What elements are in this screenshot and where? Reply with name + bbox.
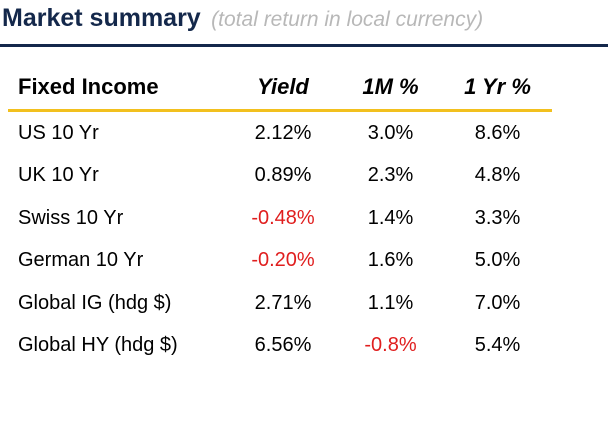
one-year-cell: 5.4%: [474, 334, 521, 357]
market-summary-table: Fixed Income Yield 1M % 1 Yr % US 10 Yr …: [8, 64, 552, 367]
one-year-cell: 8.6%: [474, 121, 521, 144]
page-subtitle: (total return in local currency): [211, 8, 484, 31]
table-row: UK 10 Yr 0.89% 2.3% 4.8%: [8, 155, 552, 198]
row-name: Swiss 10 Yr: [18, 206, 124, 229]
row-name: Global IG (hdg $): [18, 291, 172, 314]
one-month-cell: 1.1%: [367, 291, 414, 314]
row-name: UK 10 Yr: [18, 164, 99, 187]
row-name: German 10 Yr: [18, 249, 144, 272]
column-header-1m: 1M %: [338, 64, 443, 112]
header-divider: [0, 44, 608, 47]
table-row: Swiss 10 Yr -0.48% 1.4% 3.3%: [8, 197, 552, 240]
one-month-cell: 2.3%: [367, 164, 414, 187]
page-header: Market summary (total return in local cu…: [0, 0, 608, 47]
one-year-cell: 5.0%: [474, 249, 521, 272]
one-month-cell: 3.0%: [367, 121, 414, 144]
column-header-1yr: 1 Yr %: [443, 64, 552, 112]
table-row: German 10 Yr -0.20% 1.6% 5.0%: [8, 240, 552, 283]
page-title: Market summary: [2, 4, 201, 32]
one-month-cell: -0.8%: [364, 334, 417, 357]
table-row: US 10 Yr 2.12% 3.0% 8.6%: [8, 111, 552, 155]
yield-cell: 2.71%: [254, 291, 312, 314]
one-year-cell: 3.3%: [474, 206, 521, 229]
yield-cell: 0.89%: [254, 164, 312, 187]
yield-cell: -0.20%: [251, 249, 315, 272]
title-line: Market summary (total return in local cu…: [2, 4, 483, 33]
column-header-yield: Yield: [228, 64, 338, 112]
yield-cell: -0.48%: [251, 206, 315, 229]
table-header-row: Fixed Income Yield 1M % 1 Yr %: [8, 64, 552, 112]
one-year-cell: 4.8%: [474, 164, 521, 187]
one-month-cell: 1.6%: [367, 249, 414, 272]
one-year-cell: 7.0%: [474, 291, 521, 314]
column-header-fixed-income: Fixed Income: [8, 64, 228, 112]
row-name: Global HY (hdg $): [18, 334, 178, 357]
one-month-cell: 1.4%: [367, 206, 414, 229]
yield-cell: 2.12%: [254, 121, 312, 144]
table-row: Global IG (hdg $) 2.71% 1.1% 7.0%: [8, 282, 552, 325]
table-row: Global HY (hdg $) 6.56% -0.8% 5.4%: [8, 325, 552, 368]
row-name: US 10 Yr: [18, 121, 99, 144]
yield-cell: 6.56%: [254, 334, 312, 357]
